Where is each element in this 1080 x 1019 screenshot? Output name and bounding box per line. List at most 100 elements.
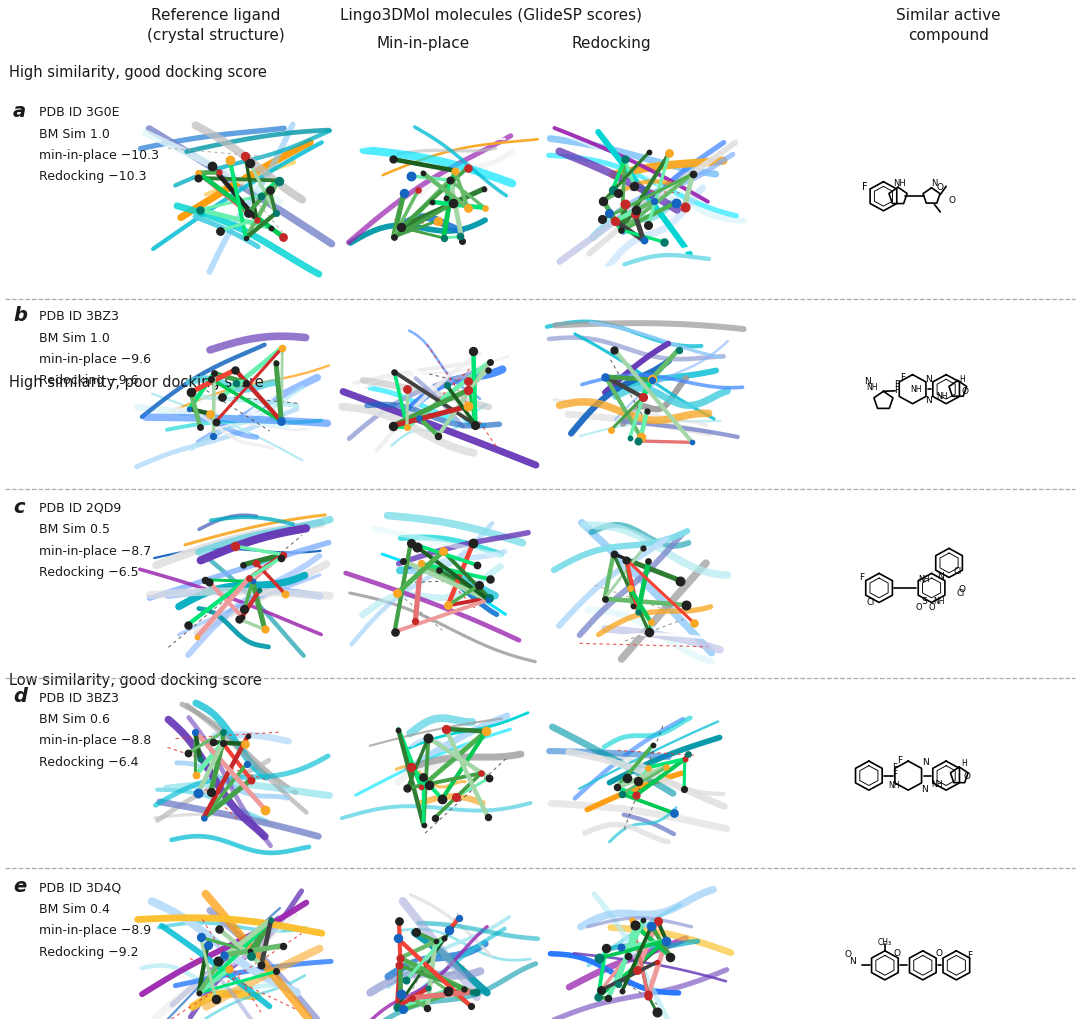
Point <box>389 930 406 947</box>
Point <box>238 375 255 391</box>
Text: BM Sim 0.5: BM Sim 0.5 <box>39 523 110 536</box>
Text: NH: NH <box>888 781 900 790</box>
Point <box>658 932 675 949</box>
Text: F: F <box>892 769 897 779</box>
Point <box>407 612 424 629</box>
Point <box>459 373 476 389</box>
Text: N: N <box>922 757 929 766</box>
Point <box>591 950 608 966</box>
Point <box>191 203 208 219</box>
Text: Cl: Cl <box>957 588 964 597</box>
Text: Redocking: Redocking <box>571 36 651 51</box>
Point <box>392 986 409 1003</box>
Point <box>476 201 494 217</box>
Point <box>626 203 644 219</box>
Point <box>267 206 284 222</box>
Point <box>192 929 210 946</box>
Point <box>640 145 658 161</box>
Point <box>190 785 207 801</box>
Point <box>627 787 645 803</box>
Point <box>390 913 407 929</box>
Point <box>427 810 444 826</box>
Point <box>639 986 657 1003</box>
Point <box>448 789 465 805</box>
Point <box>403 989 420 1006</box>
Point <box>455 980 472 997</box>
Point <box>440 982 457 999</box>
Point <box>179 618 197 634</box>
Point <box>686 615 703 632</box>
Text: compound: compound <box>908 28 988 43</box>
Point <box>194 810 212 826</box>
Point <box>204 735 221 751</box>
Point <box>189 170 206 186</box>
Point <box>190 165 207 181</box>
Point <box>450 910 468 926</box>
Text: S: S <box>921 596 927 605</box>
Point <box>214 735 231 751</box>
Point <box>613 786 631 802</box>
Text: Low similarity, good docking score: Low similarity, good docking score <box>9 673 261 688</box>
Point <box>642 614 659 631</box>
Point <box>621 430 638 446</box>
Point <box>392 220 409 236</box>
Point <box>399 419 416 435</box>
Point <box>619 948 636 964</box>
Text: F: F <box>894 379 900 388</box>
Point <box>603 422 620 438</box>
Point <box>442 173 459 190</box>
Point <box>262 912 280 928</box>
Point <box>413 779 430 795</box>
Point <box>241 156 258 172</box>
Text: PDB ID 2QD9: PDB ID 2QD9 <box>39 501 121 515</box>
Point <box>227 375 244 391</box>
Point <box>639 553 657 570</box>
Point <box>639 759 657 775</box>
Point <box>391 957 408 973</box>
Point <box>261 182 279 199</box>
Text: O: O <box>845 950 852 958</box>
Point <box>635 912 652 928</box>
Text: BM Sim 0.6: BM Sim 0.6 <box>39 712 110 726</box>
Text: PDB ID 3D4Q: PDB ID 3D4Q <box>39 880 121 894</box>
Text: Redocking −9.6: Redocking −9.6 <box>39 374 138 387</box>
Point <box>235 601 253 618</box>
Point <box>625 179 643 196</box>
Point <box>256 622 273 638</box>
Point <box>630 773 647 790</box>
Point <box>414 165 431 181</box>
Text: BM Sim 1.0: BM Sim 1.0 <box>39 331 110 344</box>
Point <box>590 989 607 1006</box>
Point <box>672 573 689 589</box>
Point <box>423 195 441 211</box>
Point <box>612 222 630 238</box>
Point <box>272 550 289 567</box>
Point <box>183 385 200 401</box>
Point <box>384 418 402 434</box>
Point <box>630 433 647 449</box>
Point <box>462 998 480 1014</box>
Point <box>230 611 247 628</box>
Point <box>420 980 437 997</box>
Text: N: N <box>921 784 928 793</box>
Point <box>386 365 403 381</box>
Point <box>389 586 406 602</box>
Text: Redocking −10.3: Redocking −10.3 <box>39 170 147 183</box>
Point <box>480 592 497 608</box>
Point <box>632 430 649 446</box>
Point <box>389 999 406 1015</box>
Point <box>399 781 416 797</box>
Point <box>197 572 214 588</box>
Point <box>646 194 663 210</box>
Point <box>478 363 496 379</box>
Text: O: O <box>963 771 970 781</box>
Point <box>685 166 702 182</box>
Point <box>240 728 257 744</box>
Point <box>675 781 692 797</box>
Text: High similarity, good docking score: High similarity, good docking score <box>9 64 267 79</box>
Point <box>273 340 291 357</box>
Text: High similarity, poor docking score: High similarity, poor docking score <box>9 374 264 389</box>
Text: O: O <box>915 602 921 611</box>
Point <box>635 233 652 250</box>
Point <box>440 598 457 614</box>
